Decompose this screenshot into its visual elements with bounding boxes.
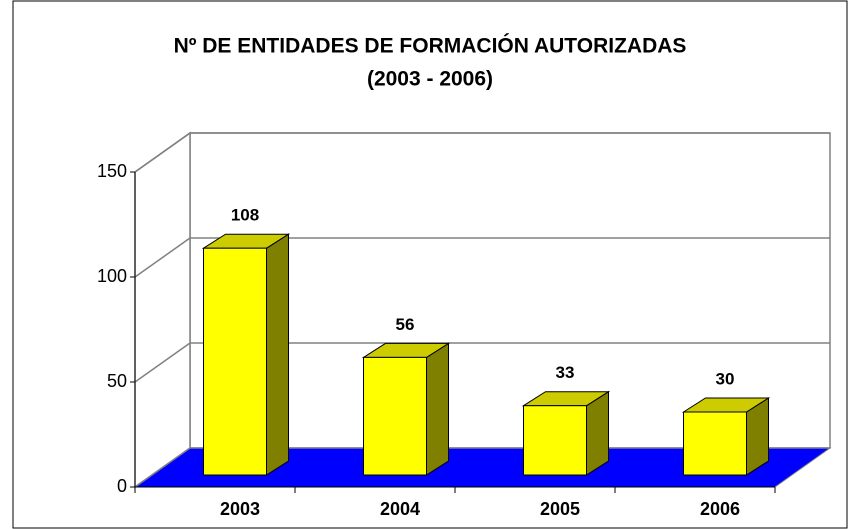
y-tick-label: 150 [97,161,127,181]
data-label: 56 [396,315,415,334]
grid-line [134,237,191,278]
chart-title: Nº DE ENTIDADES DE FORMACIÓN AUTORIZADAS [174,34,687,58]
bar [523,405,587,476]
data-label: 30 [716,369,735,388]
grid-line [134,342,191,383]
side-wall [134,131,191,489]
x-tick-label: 2006 [700,499,740,519]
data-label: 33 [556,363,575,382]
y-tick-label: 100 [97,266,127,286]
data-label: 108 [231,206,259,225]
x-tick-label: 2003 [220,499,260,519]
y-tick-label: 0 [117,476,127,496]
x-tick-label: 2004 [380,499,420,519]
grid-line [134,132,191,173]
bar [203,247,267,476]
bar-side [586,390,609,476]
bar-side [426,342,449,476]
chart-subtitle: (2003 - 2006) [367,68,493,91]
bar-side [266,233,289,476]
y-tick-label: 50 [107,371,127,391]
bar [363,356,427,476]
bar [683,411,747,476]
x-tick-label: 2005 [540,499,580,519]
grid-line [134,447,191,488]
